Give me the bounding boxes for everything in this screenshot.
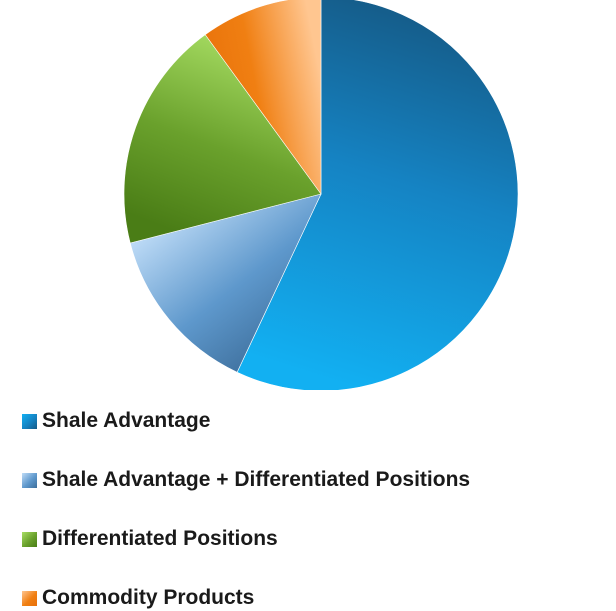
legend-item-shale-advantage: Shale Advantage — [22, 408, 210, 434]
legend-item-commodity-products: Commodity Products — [22, 585, 254, 611]
legend-item-shale-advantage-differentiated: Shale Advantage + Differentiated Positio… — [22, 467, 470, 493]
legend-swatch-differentiated-positions — [22, 531, 37, 547]
legend-label-differentiated-positions: Differentiated Positions — [42, 527, 278, 550]
pie-slice-shale-advantage-differentiated-positions — [129, 193, 322, 373]
legend-label-commodity-products: Commodity Products — [42, 586, 255, 609]
legend-swatch-commodity-products — [22, 590, 37, 606]
legend-label-shale-advantage-differentiated: Shale Advantage + Differentiated Positio… — [42, 468, 471, 491]
pie-slice-differentiated-positions — [123, 34, 322, 244]
legend-swatch-shale-advantage-differentiated — [22, 472, 37, 488]
pie-chart — [123, 0, 519, 392]
legend-item-differentiated-positions: Differentiated Positions — [22, 526, 278, 552]
legend-swatch-shale-advantage — [22, 413, 37, 429]
pie-chart-area — [123, 0, 519, 392]
pie-slice-commodity-products — [204, 0, 322, 195]
legend-label-shale-advantage: Shale Advantage — [42, 409, 211, 432]
